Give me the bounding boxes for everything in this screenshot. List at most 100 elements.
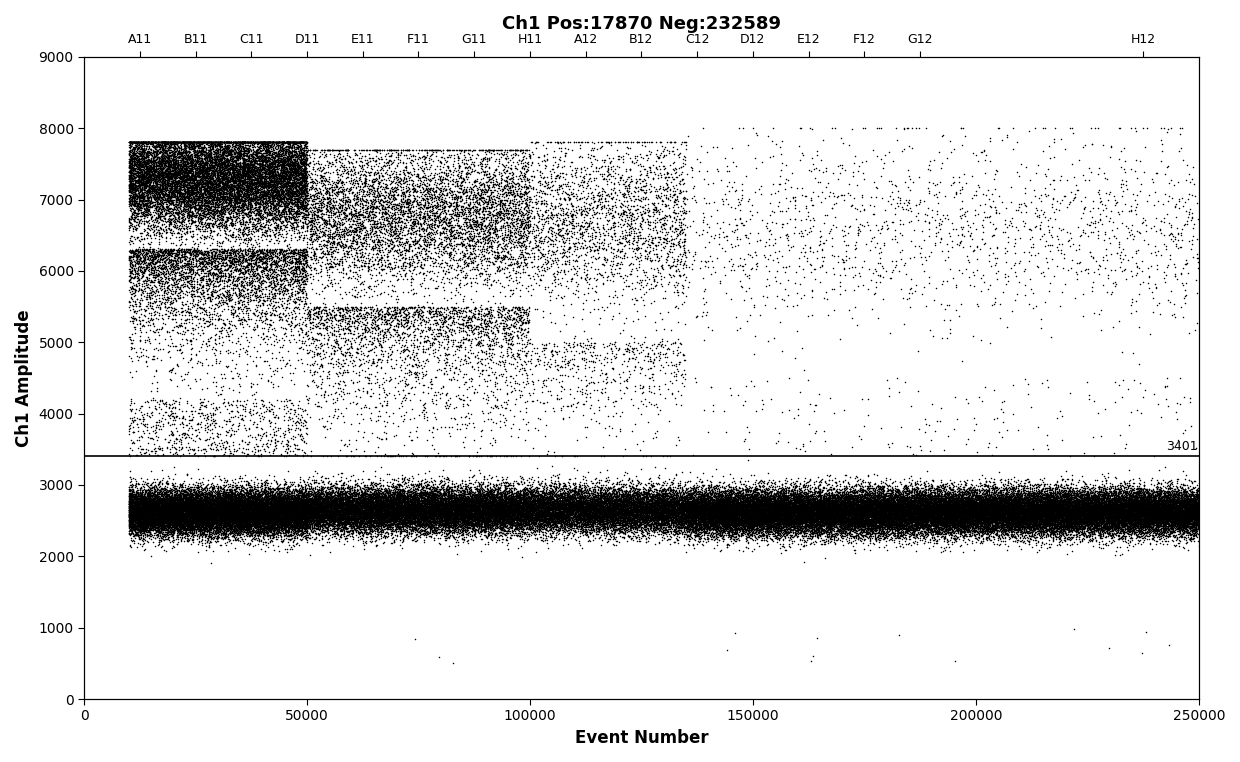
Point <box>1167 517 1187 530</box>
Point <box>675 494 694 506</box>
Point <box>383 194 403 206</box>
Point <box>201 502 221 514</box>
Point <box>733 518 753 530</box>
Point <box>259 193 279 205</box>
Point <box>288 194 308 207</box>
Point <box>839 489 859 501</box>
Point <box>528 492 548 504</box>
Point <box>361 512 381 524</box>
Point <box>128 248 148 260</box>
Point <box>756 534 776 546</box>
Point <box>578 521 598 533</box>
Point <box>415 506 435 518</box>
Point <box>1076 478 1096 490</box>
Point <box>222 508 242 520</box>
Point <box>128 509 148 521</box>
Point <box>351 504 371 517</box>
Point <box>748 536 768 549</box>
Point <box>905 511 925 523</box>
Point <box>151 506 171 518</box>
Point <box>321 503 341 515</box>
Point <box>837 494 857 506</box>
Point <box>903 509 923 521</box>
Point <box>1162 515 1182 527</box>
Point <box>1131 525 1151 537</box>
Point <box>565 518 585 530</box>
Point <box>339 514 358 527</box>
Point <box>1162 497 1182 509</box>
Point <box>944 496 963 508</box>
Point <box>684 497 704 509</box>
Point <box>205 508 224 520</box>
Point <box>453 498 472 511</box>
Point <box>492 493 512 505</box>
Point <box>253 163 273 175</box>
Point <box>687 502 707 514</box>
Point <box>830 501 849 513</box>
Point <box>238 189 258 201</box>
Point <box>928 507 947 520</box>
Point <box>952 504 972 516</box>
Point <box>1074 517 1094 530</box>
Point <box>260 294 280 306</box>
Point <box>608 245 627 257</box>
Point <box>639 489 658 501</box>
Point <box>952 499 972 511</box>
Point <box>696 500 715 512</box>
Point <box>253 495 273 507</box>
Point <box>1018 491 1038 503</box>
Point <box>595 504 615 517</box>
Point <box>396 497 415 509</box>
Point <box>729 492 749 504</box>
Point <box>1157 496 1177 508</box>
Point <box>190 501 210 514</box>
Point <box>366 507 386 519</box>
Point <box>161 143 181 155</box>
Point <box>155 513 175 525</box>
Point <box>353 520 373 532</box>
Point <box>124 504 144 516</box>
Point <box>255 249 275 261</box>
Point <box>1084 510 1104 522</box>
Point <box>350 511 370 523</box>
Point <box>475 508 495 520</box>
Point <box>171 500 191 512</box>
Point <box>920 512 940 524</box>
Point <box>1016 514 1035 527</box>
Point <box>1169 500 1189 512</box>
Point <box>994 495 1014 507</box>
Point <box>289 274 309 287</box>
Point <box>601 262 621 274</box>
Point <box>680 502 699 514</box>
Point <box>777 491 797 503</box>
Point <box>560 492 580 504</box>
Point <box>751 498 771 511</box>
Point <box>234 198 254 210</box>
Point <box>486 514 506 526</box>
Point <box>711 500 730 512</box>
Point <box>754 508 774 520</box>
Point <box>455 518 475 530</box>
Point <box>1037 520 1056 533</box>
Point <box>222 513 242 525</box>
Point <box>257 157 277 169</box>
Point <box>241 483 260 495</box>
Point <box>985 499 1004 511</box>
Point <box>263 519 283 531</box>
Point <box>433 463 453 475</box>
Point <box>919 501 939 513</box>
Point <box>193 519 213 531</box>
Point <box>312 491 332 504</box>
Point <box>449 326 469 338</box>
Point <box>973 496 993 508</box>
Point <box>1130 518 1149 530</box>
Point <box>1043 504 1063 516</box>
Point <box>350 498 370 510</box>
Point <box>532 493 552 505</box>
Point <box>965 516 985 528</box>
Point <box>228 534 248 546</box>
Point <box>197 222 217 234</box>
Point <box>148 205 167 217</box>
Point <box>1172 504 1192 516</box>
Point <box>728 506 748 518</box>
